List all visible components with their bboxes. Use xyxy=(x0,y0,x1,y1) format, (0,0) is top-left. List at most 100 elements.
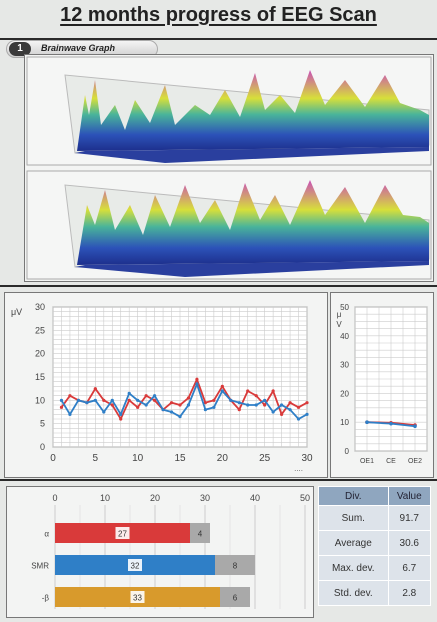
x-tick-label: CE xyxy=(386,458,396,465)
stats-table-header: Div. Value xyxy=(318,486,432,506)
data-point xyxy=(280,403,284,407)
bar-rest xyxy=(220,587,250,607)
data-point xyxy=(271,410,275,414)
bar-main-label: 27 xyxy=(118,530,127,539)
data-point xyxy=(229,398,233,402)
data-point xyxy=(127,398,131,402)
data-point xyxy=(296,417,301,421)
row-label: Std. dev. xyxy=(318,580,389,606)
y-tick-label: 25 xyxy=(35,325,45,335)
x-tick-label: 0 xyxy=(52,493,57,503)
data-point xyxy=(153,398,157,402)
y-tick-label: 5 xyxy=(40,419,45,429)
x-tick-label: OE1 xyxy=(360,458,374,465)
data-point xyxy=(212,398,216,402)
y-tick-label: 50 xyxy=(340,303,349,312)
data-point xyxy=(305,412,309,416)
data-point xyxy=(203,408,207,412)
bar-rest xyxy=(190,523,210,543)
data-point xyxy=(127,391,131,395)
data-point xyxy=(153,394,157,398)
data-point xyxy=(110,398,114,402)
y-tick-label: 20 xyxy=(35,349,45,359)
data-point xyxy=(288,408,292,412)
y-axis-label: V xyxy=(336,320,342,329)
data-point xyxy=(203,401,207,405)
category-label: α xyxy=(44,530,49,539)
bar-rest-label: 4 xyxy=(198,530,203,539)
data-point xyxy=(169,401,174,405)
data-point xyxy=(237,408,241,412)
x-tick-label: 10 xyxy=(100,493,110,503)
data-point xyxy=(178,403,182,407)
y-tick-label: 10 xyxy=(340,418,349,427)
bar-rest-label: 8 xyxy=(233,562,238,571)
data-point xyxy=(195,382,199,386)
x-tick-label: 20 xyxy=(150,493,160,503)
series-line xyxy=(60,381,308,421)
line-chart: 0 5 10 15 20 25 30 0 5 10 15 20 25 30.... μV xyxy=(11,302,313,473)
x-extra-label: .... xyxy=(294,464,303,473)
data-point xyxy=(119,412,123,416)
data-point xyxy=(254,403,258,407)
x-tick-label: 20 xyxy=(217,453,229,464)
row-label: Max. dev. xyxy=(318,555,389,581)
data-point xyxy=(85,401,89,405)
brainwave-graph-panel xyxy=(24,54,434,282)
data-point xyxy=(186,403,191,407)
bar-rest-label: 6 xyxy=(233,594,238,603)
bar-main-label: 32 xyxy=(131,562,140,571)
bar-rest xyxy=(215,555,255,575)
row-value: 91.7 xyxy=(387,505,432,531)
section-label: Brainwave Graph xyxy=(41,43,116,53)
title-divider xyxy=(0,38,437,40)
y-tick-label: 20 xyxy=(340,389,349,398)
data-point xyxy=(136,398,140,402)
table-row: Std. dev. 2.8 xyxy=(318,580,432,606)
data-point xyxy=(110,403,114,407)
data-point xyxy=(119,417,123,421)
table-row: Sum. 91.7 xyxy=(318,505,432,531)
x-tick-label: 50 xyxy=(300,493,310,503)
column-header-div: Div. xyxy=(318,486,389,506)
data-point xyxy=(389,421,393,426)
row-label: Sum. xyxy=(318,505,389,531)
data-point xyxy=(144,403,148,407)
table-row: Average 30.6 xyxy=(318,530,432,556)
condition-chart: 0 10 20 30 40 50 OE1 CE OE2 μV xyxy=(336,303,428,465)
x-tick-label: 25 xyxy=(259,453,271,464)
brainwave-surfaces xyxy=(26,56,432,280)
x-tick-label: 15 xyxy=(174,453,186,464)
condition-chart-panel: 0 10 20 30 40 50 OE1 CE OE2 μ V xyxy=(330,292,434,478)
x-tick-label: 10 xyxy=(132,453,144,464)
data-point xyxy=(246,389,250,393)
y-tick-label: 30 xyxy=(35,302,45,312)
x-tick-label: 40 xyxy=(250,493,260,503)
row-label: Average xyxy=(318,530,389,556)
section-header: 1 Brainwave Graph xyxy=(6,40,158,58)
data-point xyxy=(186,396,191,400)
data-point xyxy=(68,412,72,416)
y-axis-label: μV xyxy=(11,307,22,317)
section-number: 1 xyxy=(9,42,31,56)
x-tick-label: 0 xyxy=(50,453,56,464)
line-chart-panel: 0 5 10 15 20 25 30 0 5 10 15 20 25 30.... μV xyxy=(4,292,328,478)
y-tick-label: 0 xyxy=(40,442,45,452)
data-point xyxy=(280,412,284,416)
data-point xyxy=(271,389,275,393)
bar-label-bg xyxy=(115,527,130,539)
data-point xyxy=(178,415,182,419)
category-label: SMR xyxy=(31,562,49,571)
data-point xyxy=(296,405,301,409)
bar-label-bg xyxy=(130,591,145,603)
data-point xyxy=(93,398,97,402)
row-value: 30.6 xyxy=(387,530,432,556)
data-point xyxy=(59,398,64,402)
bar-main-label: 33 xyxy=(133,594,142,603)
y-tick-label: 10 xyxy=(35,395,45,405)
data-point xyxy=(68,394,72,398)
row-value: 6.7 xyxy=(387,555,432,581)
data-point xyxy=(237,401,241,405)
data-point xyxy=(102,398,106,402)
row-value: 2.8 xyxy=(387,580,432,606)
